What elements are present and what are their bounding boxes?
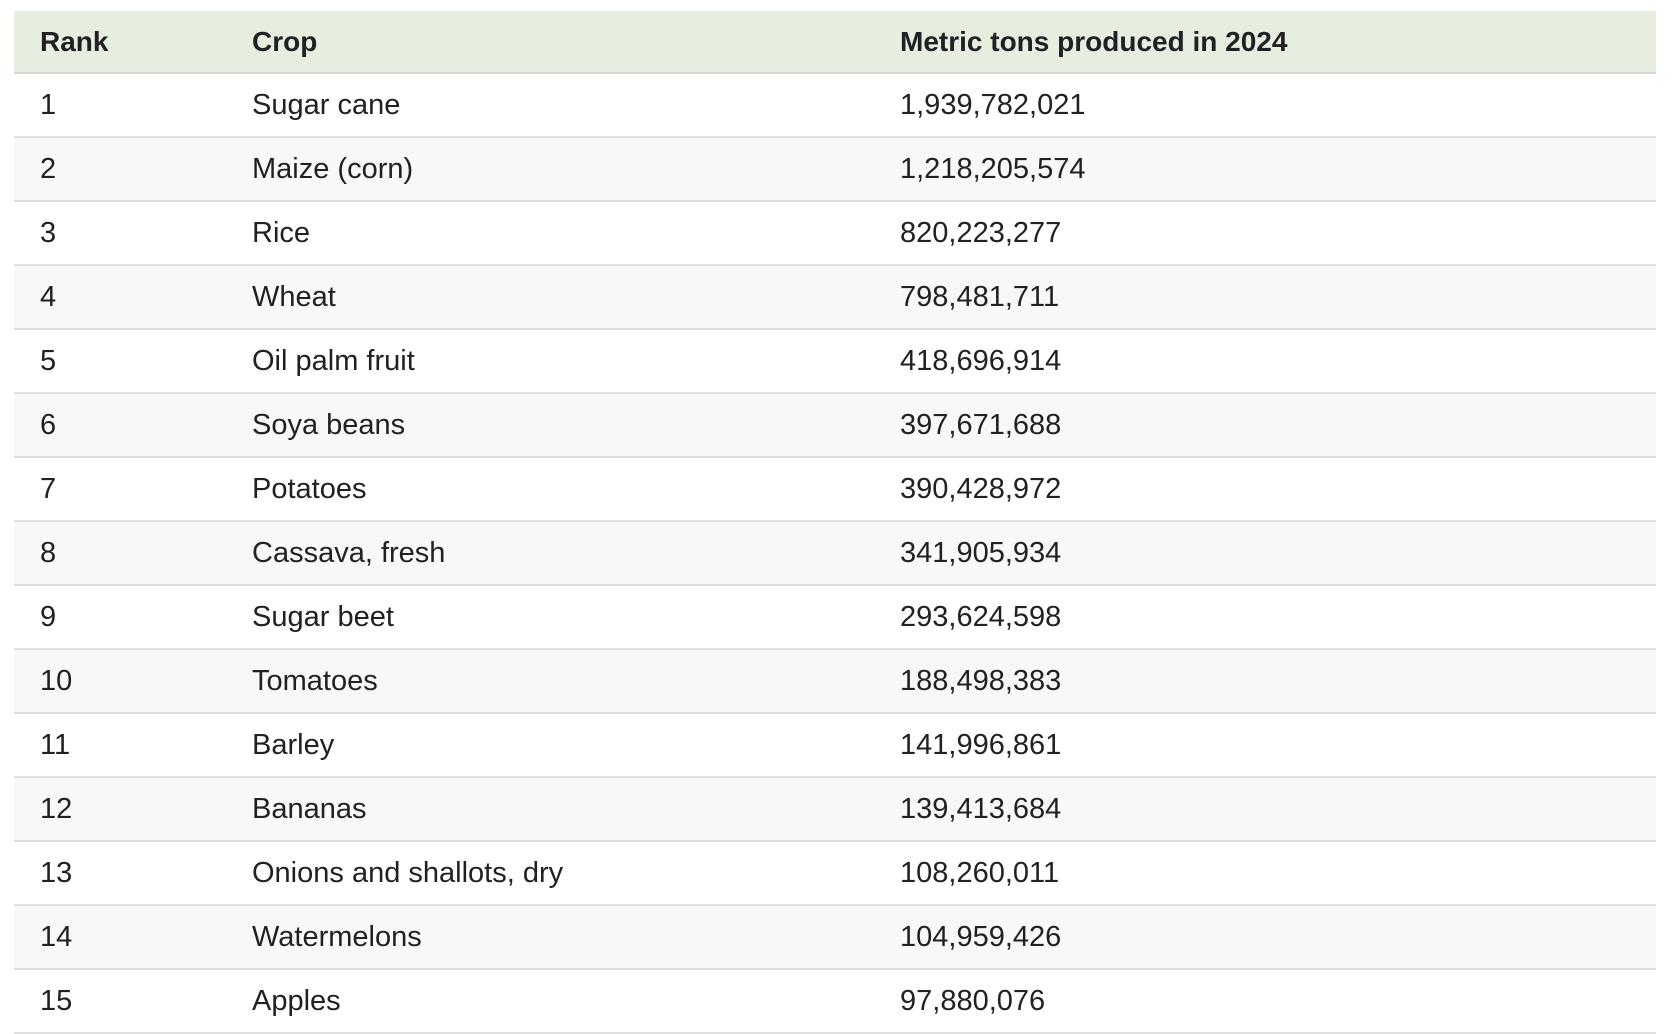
cell-crop: Bananas — [252, 792, 367, 825]
cell-crop: Tomatoes — [252, 664, 378, 697]
cell-rank: 2 — [40, 152, 57, 185]
cell-crop: Barley — [252, 728, 335, 761]
cell-crop: Sugar cane — [252, 88, 401, 121]
table-body: 1 Sugar cane 1,939,782,021 2 Maize (corn) 1,2… — [14, 74, 1656, 1034]
table-row: 10 Tomatoes 188,498,383 — [14, 650, 1656, 714]
cell-value: 141,996,861 — [900, 728, 1062, 761]
table-header-row: Rank Crop Metric tons produced in 2024 — [14, 11, 1656, 74]
cell-value: 139,413,684 — [900, 792, 1062, 825]
header-metric-tons: Metric tons produced in 2024 — [900, 25, 1288, 57]
cell-rank: 13 — [40, 856, 73, 889]
cell-value: 188,498,383 — [900, 664, 1062, 697]
cell-crop: Sugar beet — [252, 600, 394, 633]
header-crop: Crop — [252, 25, 318, 57]
cell-value: 97,880,076 — [900, 984, 1046, 1017]
table-row: 9 Sugar beet 293,624,598 — [14, 586, 1656, 650]
cell-rank: 4 — [40, 280, 57, 313]
table-row: 15 Apples 97,880,076 — [14, 970, 1656, 1034]
cell-value: 104,959,426 — [900, 920, 1062, 953]
cell-rank: 5 — [40, 344, 57, 377]
cell-crop: Soya beans — [252, 408, 406, 441]
cell-crop: Potatoes — [252, 472, 367, 505]
table-row: 7 Potatoes 390,428,972 — [14, 458, 1656, 522]
cell-value: 1,939,782,021 — [900, 88, 1086, 121]
table-row: 11 Barley 141,996,861 — [14, 714, 1656, 778]
cell-rank: 6 — [40, 408, 57, 441]
cell-rank: 11 — [40, 728, 71, 761]
table-row: 4 Wheat 798,481,711 — [14, 266, 1656, 330]
cell-rank: 14 — [40, 920, 73, 953]
cell-crop: Wheat — [252, 280, 336, 313]
header-rank: Rank — [40, 25, 109, 57]
table-row: 13 Onions and shallots, dry 108,260,011 — [14, 842, 1656, 906]
table-row: 5 Oil palm fruit 418,696,914 — [14, 330, 1656, 394]
cell-value: 798,481,711 — [900, 280, 1060, 313]
cell-rank: 15 — [40, 984, 73, 1017]
cell-value: 820,223,277 — [900, 216, 1062, 249]
table-row: 8 Cassava, fresh 341,905,934 — [14, 522, 1656, 586]
cell-crop: Apples — [252, 984, 341, 1017]
cell-rank: 9 — [40, 600, 57, 633]
cell-rank: 8 — [40, 536, 57, 569]
cell-rank: 12 — [40, 792, 73, 825]
cell-value: 108,260,011 — [900, 856, 1060, 889]
table-row: 12 Bananas 139,413,684 — [14, 778, 1656, 842]
crops-production-table: Rank Crop Metric tons produced in 2024 1… — [14, 11, 1656, 1034]
cell-value: 390,428,972 — [900, 472, 1062, 505]
table-row: 1 Sugar cane 1,939,782,021 — [14, 74, 1656, 138]
cell-crop: Cassava, fresh — [252, 536, 446, 569]
cell-value: 1,218,205,574 — [900, 152, 1086, 185]
cell-crop: Oil palm fruit — [252, 344, 415, 377]
cell-crop: Onions and shallots, dry — [252, 856, 564, 889]
cell-rank: 1 — [40, 88, 57, 121]
table-row: 14 Watermelons 104,959,426 — [14, 906, 1656, 970]
table-row: 2 Maize (corn) 1,218,205,574 — [14, 138, 1656, 202]
cell-rank: 3 — [40, 216, 57, 249]
cell-rank: 10 — [40, 664, 73, 697]
table-row: 3 Rice 820,223,277 — [14, 202, 1656, 266]
cell-value: 418,696,914 — [900, 344, 1062, 377]
cell-value: 293,624,598 — [900, 600, 1062, 633]
cell-value: 341,905,934 — [900, 536, 1062, 569]
cell-crop: Maize (corn) — [252, 152, 414, 185]
cell-rank: 7 — [40, 472, 57, 505]
cell-crop: Rice — [252, 216, 311, 249]
cell-crop: Watermelons — [252, 920, 422, 953]
cell-value: 397,671,688 — [900, 408, 1062, 441]
table-row: 6 Soya beans 397,671,688 — [14, 394, 1656, 458]
